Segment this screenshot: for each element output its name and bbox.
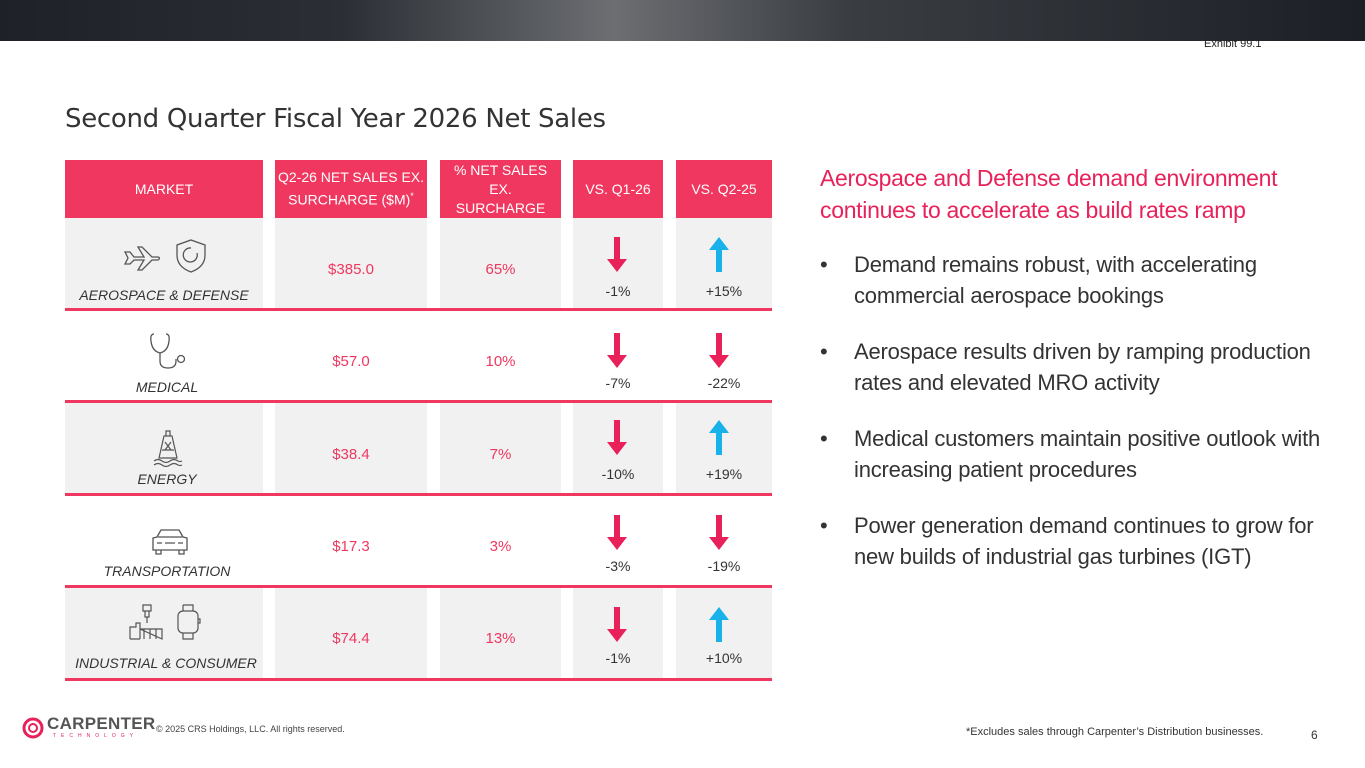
down-arrow-icon — [607, 607, 627, 642]
row-0-bg-pct — [440, 218, 561, 308]
header-vs-q2: VS. Q2-25 — [676, 160, 772, 218]
down-arrow-icon — [607, 333, 627, 368]
pct-net-sales-value: 65% — [485, 261, 516, 278]
page-title: Second Quarter Fiscal Year 2026 Net Sale… — [65, 104, 606, 134]
net-sales-value: $17.3 — [332, 538, 370, 555]
net-sales-value: $57.0 — [332, 353, 370, 370]
header-pct-line1: % NET SALES EX. — [453, 161, 548, 197]
factory-drill-icon — [129, 604, 163, 640]
vs-q2-value: -22% — [707, 375, 741, 391]
vs-q2-value: +10% — [705, 650, 743, 666]
pct-net-sales-value: 13% — [485, 630, 516, 647]
bullet-text: Demand remains robust, with accelerating… — [854, 252, 1257, 308]
company-logo: CARPENTER TECHNOLOGY — [22, 714, 156, 739]
up-arrow-icon — [709, 607, 729, 642]
vs-q1-value: -7% — [605, 375, 631, 391]
bullet-dot: • — [820, 426, 828, 451]
row-divider — [65, 493, 772, 496]
pct-net-sales-value: 7% — [489, 446, 512, 463]
header-vs-q2-label: VS. Q2-25 — [691, 180, 757, 197]
row-2-bg-market — [65, 403, 263, 493]
header-pct-net-sales: % NET SALES EX. SURCHARGE — [440, 160, 561, 218]
bullet-item: • Medical customers maintain positive out… — [820, 423, 1340, 485]
net-sales-value: $385.0 — [328, 261, 374, 278]
row-2-bg-pct — [440, 403, 561, 493]
oil-rig-icon — [153, 430, 183, 468]
pct-net-sales-value: 10% — [485, 353, 516, 370]
net-sales-value: $38.4 — [332, 446, 370, 463]
row-0-bg-market — [65, 218, 263, 308]
header-footnote-mark: * — [410, 191, 414, 202]
smartwatch-icon — [177, 604, 201, 640]
bullet-list: • Demand remains robust, with acceleratin… — [820, 249, 1340, 597]
row-divider — [65, 400, 772, 403]
footnote: *Excludes sales through Carpenter’s Dist… — [966, 726, 1264, 738]
market-label: INDUSTRIAL & CONSUMER — [75, 655, 257, 671]
bullet-item: • Power generation demand continues to gr… — [820, 510, 1340, 572]
row-4-bg-market — [65, 588, 263, 678]
car-icon — [152, 529, 188, 555]
vs-q2-value: -19% — [707, 558, 741, 574]
row-4-bg-pct — [440, 588, 561, 678]
market-label: ENERGY — [137, 471, 197, 487]
vs-q1-value: -1% — [605, 283, 631, 299]
row-4-bg-vsq2 — [676, 588, 772, 678]
exhibit-label: Exhibit 99.1 — [1204, 38, 1262, 50]
logo-subtitle: TECHNOLOGY — [53, 733, 139, 739]
stethoscope-icon — [150, 333, 186, 369]
bullet-dot: • — [820, 339, 828, 364]
row-0-bg-sales — [275, 218, 427, 308]
market-label: TRANSPORTATION — [103, 563, 231, 579]
row-2-bg-vsq2 — [676, 403, 772, 493]
down-arrow-icon — [607, 515, 627, 550]
bullet-dot: • — [820, 252, 828, 277]
down-arrow-icon — [709, 333, 729, 368]
page-number: 6 — [1311, 728, 1318, 742]
headline: Aerospace and Defense demand environment… — [820, 165, 1278, 223]
up-arrow-icon — [709, 237, 729, 272]
market-label: AEROSPACE & DEFENSE — [79, 287, 249, 303]
header-market-label: MARKET — [134, 180, 194, 197]
vs-q1-value: -10% — [601, 466, 635, 482]
bullet-text: Medical customers maintain positive outl… — [854, 426, 1321, 482]
market-label: MEDICAL — [135, 379, 199, 395]
row-divider — [65, 585, 772, 588]
top-banner — [0, 0, 1365, 41]
row-4-bg-sales — [275, 588, 427, 678]
row-divider — [65, 678, 772, 681]
header-pct-line2: SURCHARGE — [455, 199, 546, 216]
header-net-sales-line1: Q2-26 NET SALES EX. — [277, 169, 425, 186]
down-arrow-icon — [709, 515, 729, 550]
down-arrow-icon — [607, 237, 627, 272]
carpenter-logo-icon — [22, 717, 44, 738]
shield-icon — [176, 239, 206, 273]
header-market: MARKET — [65, 160, 263, 218]
header-vs-q1: VS. Q1-26 — [573, 160, 663, 218]
net-sales-value: $74.4 — [332, 630, 370, 647]
pct-net-sales-value: 3% — [489, 538, 512, 555]
row-divider — [65, 308, 772, 311]
airplane-icon — [123, 246, 161, 271]
header-net-sales-line2: SURCHARGE ($M) — [288, 191, 411, 208]
up-arrow-icon — [709, 420, 729, 455]
header-net-sales: Q2-26 NET SALES EX. SURCHARGE ($M)* — [275, 160, 427, 218]
row-2-bg-sales — [275, 403, 427, 493]
vs-q2-value: +15% — [705, 283, 743, 299]
vs-q1-value: -3% — [605, 558, 631, 574]
bullet-dot: • — [820, 513, 828, 538]
copyright: © 2025 CRS Holdings, LLC. All rights res… — [156, 724, 345, 734]
header-vs-q1-label: VS. Q1-26 — [585, 180, 651, 197]
bullet-item: • Demand remains robust, with acceleratin… — [820, 249, 1340, 311]
vs-q1-value: -1% — [605, 650, 631, 666]
down-arrow-icon — [607, 420, 627, 455]
header-net-sales-line2-wrap: SURCHARGE ($M)* — [288, 187, 414, 210]
bullet-item: • Aerospace results driven by ramping pro… — [820, 336, 1340, 398]
logo-name: CARPENTER — [47, 714, 156, 733]
bullet-text: Aerospace results driven by ramping prod… — [854, 339, 1311, 395]
vs-q2-value: +19% — [705, 466, 743, 482]
bullet-text: Power generation demand continues to gro… — [854, 513, 1314, 569]
row-0-bg-vsq2 — [676, 218, 772, 308]
